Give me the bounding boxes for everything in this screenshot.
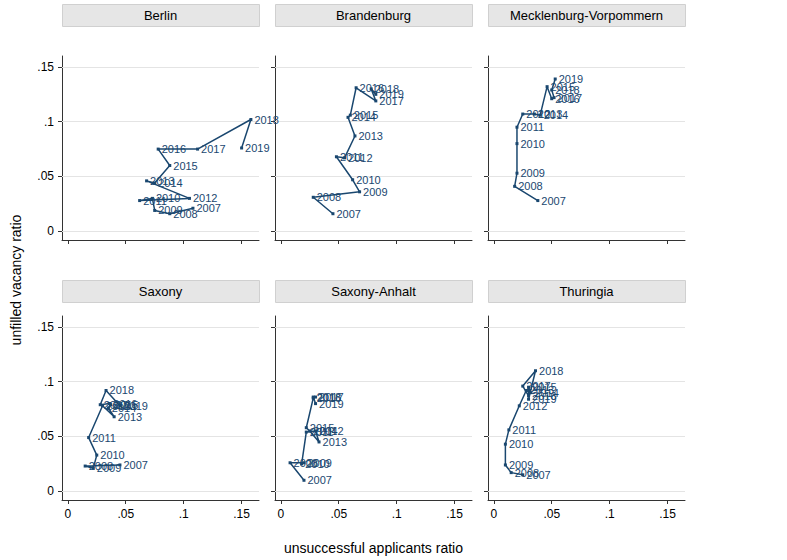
svg-text:.15: .15 <box>659 507 676 521</box>
svg-text:2015: 2015 <box>173 160 197 172</box>
svg-text:0: 0 <box>490 507 497 521</box>
svg-text:Thuringia: Thuringia <box>559 284 614 299</box>
svg-text:2014: 2014 <box>158 177 182 189</box>
svg-text:.05: .05 <box>37 169 54 183</box>
svg-text:Saxony: Saxony <box>139 284 183 299</box>
svg-text:2007: 2007 <box>336 208 360 220</box>
svg-text:2012: 2012 <box>193 192 217 204</box>
svg-text:.1: .1 <box>605 507 615 521</box>
svg-text:2010: 2010 <box>509 438 533 450</box>
svg-text:2019: 2019 <box>319 398 343 410</box>
svg-text:2013: 2013 <box>358 130 382 142</box>
svg-text:2017: 2017 <box>557 91 582 104</box>
svg-text:2008: 2008 <box>518 180 542 192</box>
svg-text:2008: 2008 <box>514 466 540 479</box>
svg-text:2010: 2010 <box>155 192 181 205</box>
svg-text:2011: 2011 <box>520 121 544 133</box>
svg-text:2009: 2009 <box>97 462 121 474</box>
svg-text:2017: 2017 <box>379 94 404 107</box>
svg-text:2017: 2017 <box>526 380 550 392</box>
svg-text:.05: .05 <box>330 507 347 521</box>
svg-text:2007: 2007 <box>541 195 565 207</box>
svg-text:2011: 2011 <box>92 432 116 444</box>
svg-text:2012: 2012 <box>348 152 372 164</box>
svg-text:2016: 2016 <box>162 143 186 155</box>
svg-text:2015: 2015 <box>354 109 378 121</box>
svg-text:2018: 2018 <box>110 384 134 396</box>
svg-text:.15: .15 <box>37 60 54 74</box>
svg-text:2013: 2013 <box>323 436 347 448</box>
svg-text:2014: 2014 <box>544 109 568 121</box>
svg-text:2019: 2019 <box>123 400 147 412</box>
svg-text:2007: 2007 <box>307 474 331 486</box>
svg-text:2011: 2011 <box>512 424 536 436</box>
svg-text:2012: 2012 <box>522 399 548 412</box>
svg-text:0: 0 <box>47 484 54 498</box>
svg-text:.1: .1 <box>44 375 54 389</box>
svg-text:Saxony-Anhalt: Saxony-Anhalt <box>331 284 416 299</box>
svg-text:.15: .15 <box>37 320 54 334</box>
svg-text:unfilled vacancy ratio: unfilled vacancy ratio <box>8 214 24 345</box>
svg-text:Brandenburg: Brandenburg <box>336 8 411 23</box>
svg-text:2013: 2013 <box>117 410 143 423</box>
svg-text:2010: 2010 <box>305 458 329 470</box>
svg-text:.1: .1 <box>44 115 54 129</box>
svg-text:0: 0 <box>64 507 71 521</box>
svg-text:0: 0 <box>47 224 54 238</box>
svg-text:2010: 2010 <box>520 138 544 150</box>
svg-text:2018: 2018 <box>254 114 278 126</box>
svg-text:2018: 2018 <box>539 365 563 377</box>
svg-text:.05: .05 <box>37 429 54 443</box>
svg-text:2009: 2009 <box>363 186 387 198</box>
svg-text:.05: .05 <box>543 507 560 521</box>
svg-text:.05: .05 <box>117 507 134 521</box>
svg-text:2019: 2019 <box>379 88 403 100</box>
svg-text:2018: 2018 <box>555 84 579 96</box>
svg-text:0: 0 <box>277 507 284 521</box>
svg-text:2019: 2019 <box>245 142 269 154</box>
svg-text:.15: .15 <box>233 507 250 521</box>
svg-text:2017: 2017 <box>103 398 129 411</box>
svg-text:Mecklenburg-Vorpommern: Mecklenburg-Vorpommern <box>510 8 663 23</box>
svg-text:2009: 2009 <box>509 459 533 471</box>
svg-text:2015: 2015 <box>310 422 334 434</box>
svg-text:2007: 2007 <box>123 459 147 471</box>
svg-text:2019: 2019 <box>532 393 556 405</box>
svg-text:2009: 2009 <box>520 167 544 179</box>
svg-text:.1: .1 <box>179 507 189 521</box>
svg-text:.15: .15 <box>446 507 463 521</box>
svg-text:2017: 2017 <box>201 143 225 155</box>
svg-text:2010: 2010 <box>356 174 380 186</box>
svg-text:.1: .1 <box>392 507 402 521</box>
svg-text:2010: 2010 <box>100 449 124 461</box>
svg-text:2008: 2008 <box>317 191 341 203</box>
svg-text:2008: 2008 <box>173 207 198 220</box>
svg-text:2007: 2007 <box>196 202 221 215</box>
svg-text:Berlin: Berlin <box>144 8 177 23</box>
svg-text:2019: 2019 <box>559 73 583 85</box>
svg-text:2011: 2011 <box>143 195 167 207</box>
svg-text:2009: 2009 <box>158 204 183 217</box>
svg-text:unsuccessful applicants ratio: unsuccessful applicants ratio <box>284 540 463 556</box>
svg-text:2016: 2016 <box>359 81 385 94</box>
